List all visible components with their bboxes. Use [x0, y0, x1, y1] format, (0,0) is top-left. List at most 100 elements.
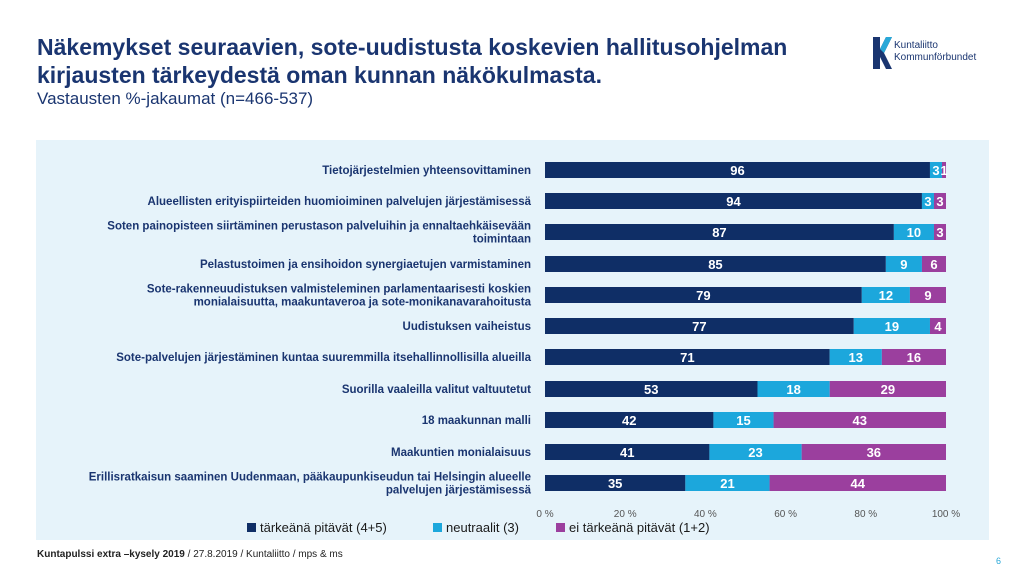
- bar-segment: [853, 318, 930, 334]
- data-label: 41: [620, 445, 634, 460]
- bar-segment: [545, 412, 714, 428]
- data-label: 3: [924, 194, 931, 209]
- data-label: 10: [907, 225, 921, 240]
- data-label: 19: [885, 319, 899, 334]
- data-label: 96: [730, 163, 744, 178]
- bar-segment: [829, 349, 882, 365]
- category-label: Tietojärjestelmien yhteensovittaminen: [322, 165, 531, 177]
- page-title: Näkemykset seuraavien, sote-uudistusta k…: [37, 34, 788, 88]
- legend-swatch: [433, 523, 442, 532]
- category-label: 18 maakunnan malli: [422, 415, 531, 427]
- legend-swatch: [556, 523, 565, 532]
- x-tick-label: 20 %: [614, 509, 637, 520]
- data-label: 3: [932, 163, 939, 178]
- data-label: 9: [900, 257, 907, 272]
- bar-segment: [545, 475, 686, 491]
- x-tick-label: 40 %: [694, 509, 717, 520]
- bar-segment: [545, 318, 854, 334]
- legend-label: ei tärkeänä pitävät (1+2): [569, 520, 710, 535]
- legend-swatch: [247, 523, 256, 532]
- footer-source-bold: Kuntapulssi extra –kysely 2019: [37, 549, 185, 560]
- bar-segment: [545, 287, 862, 303]
- category-label: Sote-palvelujen järjestäminen kuntaa suu…: [116, 352, 531, 364]
- data-label: 21: [720, 476, 734, 491]
- category-label: Sote-rakenneuudistuksen valmisteleminen …: [147, 284, 531, 296]
- category-label: Pelastustoimen ja ensihoidon synergiaetu…: [200, 259, 531, 271]
- bar-segment: [909, 287, 946, 303]
- bar-segment: [933, 224, 946, 240]
- page-number: 6: [996, 556, 1002, 566]
- kuntaliitto-logo-icon: [873, 37, 892, 69]
- data-label: 4: [934, 319, 942, 334]
- data-label: 29: [881, 382, 895, 397]
- bar-segment: [885, 256, 922, 272]
- category-label: Erillisratkaisun saaminen Uudenmaan, pää…: [89, 472, 531, 484]
- category-label: Soten painopisteen siirtäminen perustaso…: [107, 221, 531, 233]
- bar-segment: [921, 256, 946, 272]
- category-label: Suorilla vaaleilla valitut valtuutetut: [342, 384, 531, 396]
- data-label: 1: [940, 163, 947, 178]
- bar-segment: [773, 412, 946, 428]
- data-label: 12: [879, 288, 893, 303]
- bar-segment: [545, 349, 830, 365]
- bar-segment: [829, 381, 946, 397]
- category-label: Alueellisten erityispiirteiden huomioimi…: [148, 196, 532, 208]
- data-label: 87: [712, 225, 726, 240]
- category-label: Uudistuksen vaiheistus: [403, 321, 531, 333]
- x-tick-label: 100 %: [932, 509, 960, 520]
- data-label: 79: [696, 288, 710, 303]
- data-label: 71: [680, 350, 694, 365]
- bar-segment: [881, 349, 946, 365]
- data-label: 23: [748, 445, 762, 460]
- data-label: 16: [907, 350, 921, 365]
- category-label: monialaisuutta, maakuntaveroa ja sote-mo…: [194, 297, 532, 309]
- bar-segment: [709, 444, 802, 460]
- bar-segment: [929, 162, 942, 178]
- bar-segment: [685, 475, 770, 491]
- data-label: 42: [622, 413, 636, 428]
- bar-segment: [545, 162, 930, 178]
- data-label: 18: [786, 382, 800, 397]
- page-subtitle: Vastausten %-jakaumat (n=466-537): [37, 89, 314, 108]
- x-tick-label: 60 %: [774, 509, 797, 520]
- bar-segment: [893, 224, 934, 240]
- category-label: palvelujen järjestämisessä: [386, 485, 532, 497]
- x-tick-label: 0 %: [536, 509, 553, 520]
- data-label: 94: [726, 194, 741, 209]
- bar-segment: [757, 381, 830, 397]
- bar-segment: [929, 318, 946, 334]
- logo-text: Kuntaliitto Kommunförbundet: [894, 40, 976, 64]
- bar-segment: [861, 287, 910, 303]
- bar-segment: [545, 224, 894, 240]
- data-label: 44: [851, 476, 866, 491]
- bar-segment: [545, 444, 710, 460]
- bar-segment: [941, 162, 946, 178]
- data-label: 53: [644, 382, 658, 397]
- data-label: 13: [849, 350, 863, 365]
- bar-segment: [769, 475, 946, 491]
- data-label: 3: [936, 225, 943, 240]
- logo-line-2: Kommunförbundet: [894, 52, 977, 63]
- data-label: 6: [930, 257, 937, 272]
- data-label: 3: [936, 194, 943, 209]
- bar-segment: [545, 381, 758, 397]
- bar-segment: [545, 256, 886, 272]
- logo-line-1: Kuntaliitto: [894, 40, 938, 51]
- data-label: 9: [924, 288, 931, 303]
- legend-label: neutraalit (3): [446, 520, 519, 535]
- data-label: 35: [608, 476, 622, 491]
- data-label: 77: [692, 319, 706, 334]
- bar-segment: [713, 412, 774, 428]
- data-label: 43: [853, 413, 867, 428]
- data-label: 15: [736, 413, 750, 428]
- footer-source-rest: / 27.8.2019 / Kuntaliitto / mps & ms: [184, 549, 343, 560]
- bar-segment: [545, 193, 922, 209]
- bar-segment: [801, 444, 946, 460]
- legend-label: tärkeänä pitävät (4+5): [260, 520, 387, 535]
- bar-segment: [933, 193, 946, 209]
- category-label: Maakuntien monialaisuus: [391, 447, 531, 459]
- footer-source: Kuntapulssi extra –kysely 2019 / 27.8.20…: [37, 549, 343, 560]
- bar-segment: [921, 193, 934, 209]
- data-label: 85: [708, 257, 722, 272]
